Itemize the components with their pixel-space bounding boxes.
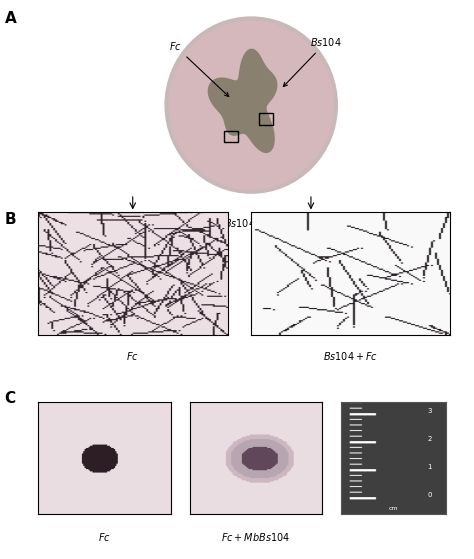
Text: 2: 2: [428, 437, 432, 442]
Ellipse shape: [169, 21, 333, 189]
Text: 3: 3: [428, 409, 432, 414]
Text: $Bs104+Fc$: $Bs104+Fc$: [323, 350, 378, 362]
Text: $Bs104+Fc$: $Bs104+Fc$: [224, 216, 279, 229]
Text: A: A: [5, 11, 17, 26]
Text: $Fc$: $Fc$: [169, 40, 229, 97]
Text: 1: 1: [428, 465, 432, 470]
Text: $Fc$: $Fc$: [126, 350, 139, 362]
Ellipse shape: [165, 17, 337, 193]
Text: C: C: [5, 391, 16, 406]
Bar: [259, 113, 273, 125]
Text: $Fc+MbBs104$: $Fc+MbBs104$: [221, 531, 291, 543]
PathPatch shape: [208, 49, 277, 153]
Text: $Bs104$: $Bs104$: [283, 36, 342, 87]
Text: 0: 0: [428, 492, 432, 498]
Bar: [224, 131, 237, 142]
Text: cm: cm: [389, 506, 398, 511]
Text: B: B: [5, 212, 17, 228]
Text: $Fc$: $Fc$: [98, 531, 111, 543]
